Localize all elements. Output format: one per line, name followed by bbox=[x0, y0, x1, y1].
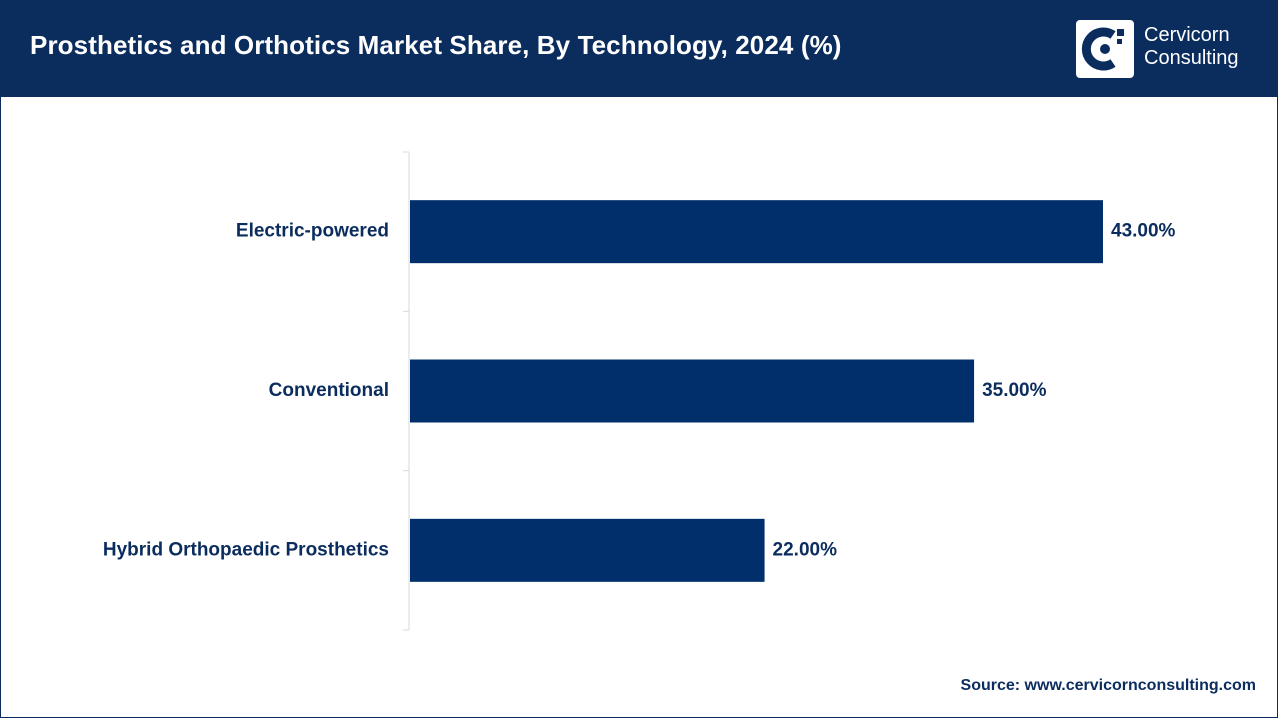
data-label: 22.00% bbox=[773, 539, 838, 560]
chart-title: Prosthetics and Orthotics Market Share, … bbox=[30, 30, 842, 60]
bar-1 bbox=[410, 359, 975, 423]
category-label: Conventional bbox=[269, 380, 389, 401]
logo-line-1: Cervicorn bbox=[1144, 24, 1230, 46]
bar-0 bbox=[410, 200, 1103, 264]
data-label: 35.00% bbox=[982, 380, 1047, 401]
logo-line-2: Consulting bbox=[1144, 47, 1239, 69]
cervicorn-logo-icon bbox=[1076, 20, 1134, 78]
category-label: Hybrid Orthopaedic Prosthetics bbox=[103, 539, 389, 560]
bar-2 bbox=[410, 518, 765, 582]
data-label: 43.00% bbox=[1111, 221, 1176, 242]
logo-wordmark: Cervicorn Consulting bbox=[1144, 24, 1239, 70]
category-label: Electric-powered bbox=[236, 221, 389, 242]
header-banner: Prosthetics and Orthotics Market Share, … bbox=[0, 0, 1278, 97]
source-note: Source: www.cervicornconsulting.com bbox=[960, 677, 1256, 694]
